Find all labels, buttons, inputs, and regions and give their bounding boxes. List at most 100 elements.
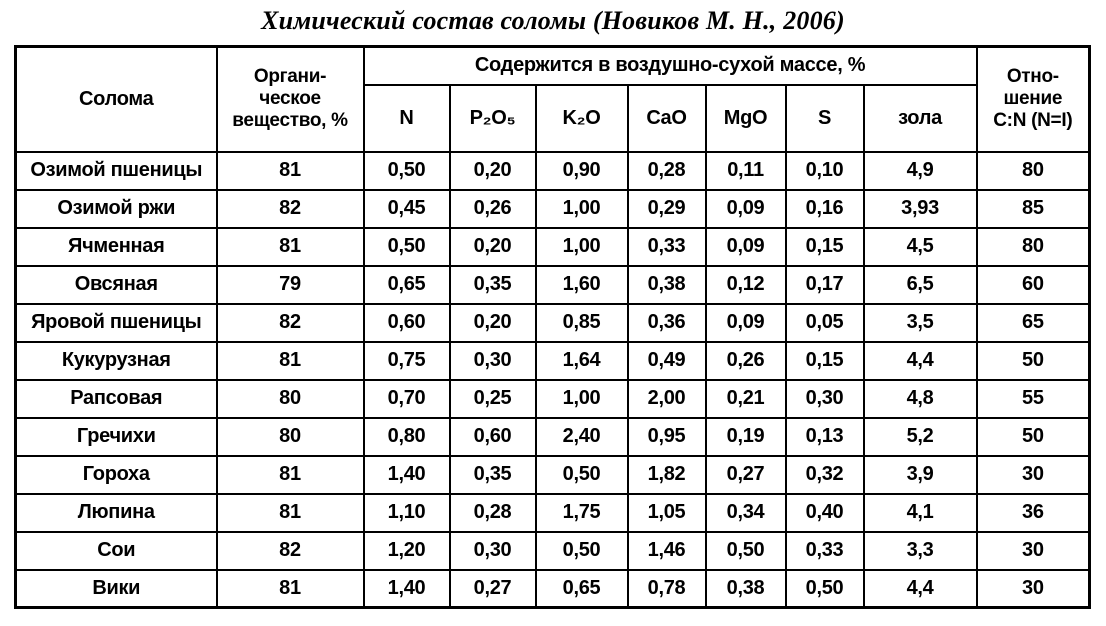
column-header-mgo: MgO bbox=[704, 83, 787, 153]
row-label-straw-type: Ячменная bbox=[14, 226, 218, 267]
cell-value: 0,12 bbox=[704, 264, 787, 305]
cell-value: 1,05 bbox=[626, 492, 707, 533]
cell-value: 0,32 bbox=[784, 454, 865, 495]
cell-value: 6,5 bbox=[862, 264, 978, 305]
cell-value: 0,30 bbox=[784, 378, 865, 419]
cell-value: 0,05 bbox=[784, 302, 865, 343]
cell-value: 30 bbox=[975, 530, 1091, 571]
row-label-straw-type: Овсяная bbox=[14, 264, 218, 305]
cell-value: 81 bbox=[215, 492, 365, 533]
cell-value: 0,50 bbox=[362, 150, 451, 191]
cell-value: 1,82 bbox=[626, 454, 707, 495]
row-label-straw-type: Кукурузная bbox=[14, 340, 218, 381]
cell-value: 36 bbox=[975, 492, 1091, 533]
cell-value: 0,10 bbox=[784, 150, 865, 191]
cell-value: 0,45 bbox=[362, 188, 451, 229]
cell-value: 0,85 bbox=[534, 302, 629, 343]
cell-value: 65 bbox=[975, 302, 1091, 343]
row-label-straw-type: Озимой ржи bbox=[14, 188, 218, 229]
row-label-straw-type: Яровой пшеницы bbox=[14, 302, 218, 343]
cell-value: 0,60 bbox=[448, 416, 537, 457]
table-row: Ячменная 81 0,50 0,20 1,00 0,33 0,09 0,15 4,5 80 bbox=[14, 226, 1091, 267]
cell-value: 3,93 bbox=[862, 188, 978, 229]
cell-value: 0,13 bbox=[784, 416, 865, 457]
cell-value: 0,21 bbox=[704, 378, 787, 419]
cell-value: 0,33 bbox=[626, 226, 707, 267]
row-label-straw-type: Озимой пшеницы bbox=[14, 150, 218, 191]
cell-value: 55 bbox=[975, 378, 1091, 419]
header-row-sub: N P₂O₅ K₂O CaO MgO S зола bbox=[16, 83, 1090, 153]
table-title: Химический состав соломы (Новиков М. Н.,… bbox=[261, 6, 845, 35]
column-header-ash: зола bbox=[862, 83, 978, 153]
cell-value: 79 bbox=[215, 264, 365, 305]
cell-value: 1,40 bbox=[362, 454, 451, 495]
column-header-organic-matter: Органи- ческое вещество, % bbox=[215, 45, 365, 153]
table-row: Сои 82 1,20 0,30 0,50 1,46 0,50 0,33 3,3 30 bbox=[14, 530, 1091, 571]
cell-value: 0,26 bbox=[448, 188, 537, 229]
cell-value: 82 bbox=[215, 530, 365, 571]
cell-value: 0,25 bbox=[448, 378, 537, 419]
cell-value: 4,5 bbox=[862, 226, 978, 267]
cell-value: 0,38 bbox=[626, 264, 707, 305]
table-row: Гороха 81 1,40 0,35 0,50 1,82 0,27 0,32 3,9 30 bbox=[14, 454, 1091, 495]
cell-value: 0,90 bbox=[534, 150, 629, 191]
table-body: Озимой пшеницы 81 0,50 0,20 0,90 0,28 0,11 0,10… bbox=[14, 150, 1091, 609]
table-row: Люпина 81 1,10 0,28 1,75 1,05 0,34 0,40 4,1 36 bbox=[14, 492, 1091, 533]
cell-value: 3,9 bbox=[862, 454, 978, 495]
cell-value: 0,20 bbox=[448, 226, 537, 267]
cell-value: 1,20 bbox=[362, 530, 451, 571]
cell-value: 2,40 bbox=[534, 416, 629, 457]
cell-value: 0,15 bbox=[784, 226, 865, 267]
cell-value: 0,09 bbox=[704, 302, 787, 343]
cell-value: 82 bbox=[215, 302, 365, 343]
column-header-cao: CaO bbox=[626, 83, 707, 153]
column-header-p2o5: P₂O₅ bbox=[448, 83, 537, 153]
table-row: Кукурузная 81 0,75 0,30 1,64 0,49 0,26 0,15 4,4 5… bbox=[14, 340, 1091, 381]
cell-value: 1,40 bbox=[362, 568, 451, 609]
cell-value: 4,9 bbox=[862, 150, 978, 191]
cell-value: 0,09 bbox=[704, 226, 787, 267]
cell-value: 81 bbox=[215, 150, 365, 191]
cell-value: 0,50 bbox=[534, 454, 629, 495]
cell-value: 1,00 bbox=[534, 378, 629, 419]
cell-value: 0,33 bbox=[784, 530, 865, 571]
cell-value: 0,27 bbox=[448, 568, 537, 609]
cell-value: 1,00 bbox=[534, 188, 629, 229]
table-row: Овсяная 79 0,65 0,35 1,60 0,38 0,12 0,17 6,5 60 bbox=[14, 264, 1091, 305]
cell-value: 0,20 bbox=[448, 302, 537, 343]
cell-value: 80 bbox=[215, 416, 365, 457]
straw-composition-table: Солома Органи- ческое вещество, % Содерж… bbox=[14, 45, 1092, 609]
cell-value: 0,28 bbox=[448, 492, 537, 533]
table-row: Вики 81 1,40 0,27 0,65 0,78 0,38 0,50 4,4 30 bbox=[14, 568, 1091, 609]
cell-value: 0,16 bbox=[784, 188, 865, 229]
cell-value: 60 bbox=[975, 264, 1091, 305]
cell-value: 0,65 bbox=[534, 568, 629, 609]
table-row: Яровой пшеницы 82 0,60 0,20 0,85 0,36 0,09 0,05… bbox=[14, 302, 1091, 343]
cell-value: 0,09 bbox=[704, 188, 787, 229]
cell-value: 30 bbox=[975, 568, 1091, 609]
cell-value: 0,50 bbox=[534, 530, 629, 571]
cell-value: 4,4 bbox=[862, 568, 978, 609]
cell-value: 30 bbox=[975, 454, 1091, 495]
table-row: Озимой ржи 82 0,45 0,26 1,00 0,29 0,09 0,16 3,93… bbox=[14, 188, 1091, 229]
cell-value: 3,5 bbox=[862, 302, 978, 343]
cell-value: 0,34 bbox=[704, 492, 787, 533]
cell-value: 80 bbox=[975, 150, 1091, 191]
row-label-straw-type: Люпина bbox=[14, 492, 218, 533]
cell-value: 1,46 bbox=[626, 530, 707, 571]
row-label-straw-type: Вики bbox=[14, 568, 218, 609]
cell-value: 1,00 bbox=[534, 226, 629, 267]
column-group-header-air-dry-mass: Содержится в воздушно-сухой массе, % bbox=[362, 45, 978, 86]
cell-value: 0,49 bbox=[626, 340, 707, 381]
cell-value: 85 bbox=[975, 188, 1091, 229]
cell-value: 1,60 bbox=[534, 264, 629, 305]
cell-value: 0,50 bbox=[784, 568, 865, 609]
cell-value: 0,80 bbox=[362, 416, 451, 457]
cell-value: 80 bbox=[975, 226, 1091, 267]
row-label-straw-type: Гороха bbox=[14, 454, 218, 495]
cell-value: 0,38 bbox=[704, 568, 787, 609]
cell-value: 0,78 bbox=[626, 568, 707, 609]
column-header-cn-ratio: Отно- шение C:N (N=I) bbox=[975, 45, 1091, 153]
column-header-k2o: K₂O bbox=[534, 83, 629, 153]
table-header: Солома Органи- ческое вещество, % Содерж… bbox=[14, 45, 1091, 153]
